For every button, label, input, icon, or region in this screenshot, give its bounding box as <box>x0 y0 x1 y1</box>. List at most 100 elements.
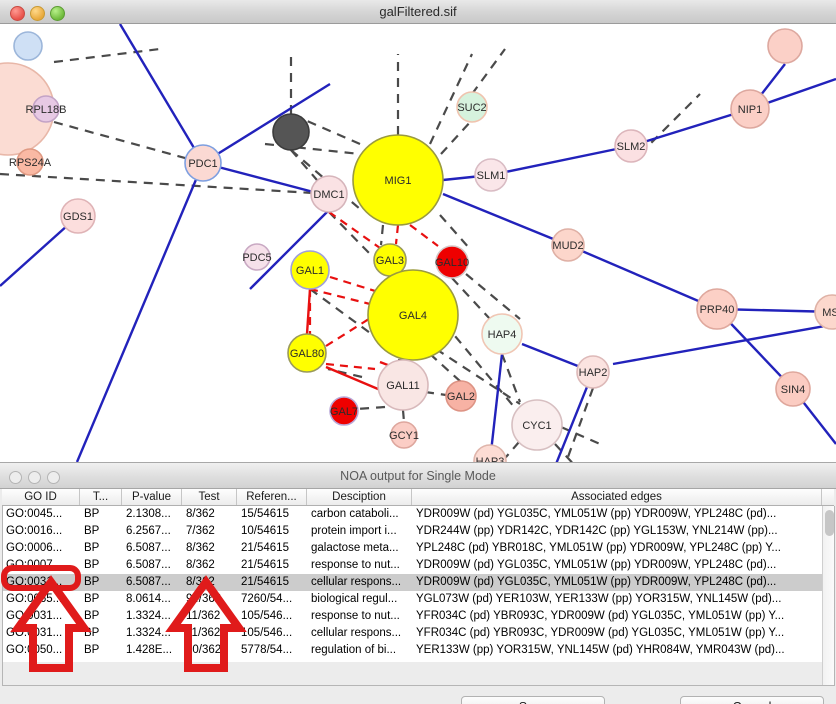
edge-dashed[interactable] <box>290 112 361 146</box>
edge-blue[interactable] <box>249 198 341 290</box>
table-body[interactable]: GO:0045... BP 2.1308... 8/362 15/54615 carbon… <box>2 506 823 662</box>
node-circle-HAP4[interactable] <box>481 313 523 355</box>
column-header-type[interactable]: T... <box>80 489 122 505</box>
node-circle-GCY1[interactable] <box>390 421 418 449</box>
edge-dashed[interactable] <box>560 425 601 446</box>
node-circle-MIG1[interactable] <box>352 134 444 226</box>
node-circle-DMC1[interactable] <box>310 175 348 213</box>
node-circle-MSI[interactable] <box>814 294 836 330</box>
edge-blue[interactable] <box>118 24 205 164</box>
graph-node[interactable]: SUC2 <box>456 91 488 123</box>
edge-dashed[interactable] <box>440 119 473 155</box>
node-circle-GAL10[interactable] <box>435 245 469 279</box>
edge-blue[interactable] <box>490 144 632 177</box>
edge-dashed[interactable] <box>439 214 471 250</box>
node-circle-cut-top-right[interactable] <box>767 28 803 64</box>
edge-blue[interactable] <box>442 192 569 247</box>
edge-dashed[interactable] <box>500 353 522 403</box>
graph-node[interactable]: PRP40 <box>696 288 738 330</box>
edge-dashed[interactable] <box>0 172 330 196</box>
column-header-test[interactable]: Test <box>182 489 237 505</box>
node-circle-GAL1[interactable] <box>290 250 330 290</box>
edge-dashed[interactable] <box>53 120 204 165</box>
network-graph-svg[interactable]: RPL18B RPS24A GDS1 PDC1 PDC5 DMC1 MIG1 SUC2 SLM1… <box>0 24 836 462</box>
edge-dashed[interactable] <box>424 390 447 397</box>
edge-red-dashed[interactable] <box>325 311 381 347</box>
node-circle-GAL80[interactable] <box>287 333 327 373</box>
results-table[interactable]: GO ID T... P-value Test Referen... Desciption… <box>2 489 835 704</box>
graph-node[interactable]: HAP4 <box>481 313 523 355</box>
column-header-edges[interactable]: Associated edges <box>412 489 822 505</box>
noa-close-button[interactable] <box>9 471 22 484</box>
edge-blue[interactable] <box>202 82 331 165</box>
edge-red-dashed[interactable] <box>325 362 376 371</box>
edge-dashed[interactable] <box>327 367 363 379</box>
graph-node[interactable]: HAP2 <box>576 355 610 389</box>
table-row[interactable]: GO:0045... BP 2.1308... 8/362 15/54615 carbon… <box>2 506 822 523</box>
graph-node[interactable]: PDC1 <box>184 144 222 182</box>
node-circle-MUD2[interactable] <box>551 228 585 262</box>
graph-node[interactable]: PDC5 <box>242 243 272 271</box>
node-circle-RPL18B[interactable] <box>32 95 60 123</box>
table-row[interactable]: GO:0007... BP 6.5087... 8/362 21/54615 respon… <box>2 557 822 574</box>
network-graph-canvas[interactable]: RPL18B RPS24A GDS1 PDC1 PDC5 DMC1 MIG1 SUC2 SLM1… <box>0 24 836 462</box>
node-circle-HAP2[interactable] <box>576 355 610 389</box>
edge-dashed[interactable] <box>429 353 462 383</box>
graph-node[interactable]: GAL11 <box>377 359 429 411</box>
scrollbar-thumb[interactable] <box>825 510 834 536</box>
graph-node[interactable]: GAL80 <box>287 333 327 373</box>
edge-dashed[interactable] <box>429 53 473 145</box>
node-circle-NIP1[interactable] <box>730 89 770 129</box>
node-circle-GAL2[interactable] <box>445 380 477 412</box>
table-row[interactable]: GO:0031... BP 1.3324... 11/362 105/546... res… <box>2 608 822 625</box>
graph-node[interactable]: RPL18B <box>26 95 67 123</box>
graph-node[interactable]: CYC1 <box>511 399 563 451</box>
edge-dashed[interactable] <box>471 48 506 95</box>
edge-blue[interactable] <box>75 162 205 462</box>
graph-node[interactable]: MIG1 <box>352 134 444 226</box>
edge-dashed[interactable] <box>401 409 406 423</box>
edge-red-solid[interactable] <box>325 365 386 394</box>
table-row[interactable]: GO:0050... BP 1.428E... 80/362 5778/54... reg… <box>2 642 822 659</box>
node-circle-HAP3[interactable] <box>473 444 507 462</box>
edge-dashed[interactable] <box>53 47 161 64</box>
cancel-button[interactable]: Cancel <box>680 696 824 704</box>
graph-node[interactable]: GAL1 <box>290 250 330 290</box>
minimize-button[interactable] <box>30 6 45 21</box>
column-header-desc[interactable]: Desciption <box>307 489 412 505</box>
table-row[interactable]: GO:0031... BP 1.3324... 11/362 105/546... cel… <box>2 625 822 642</box>
save-button[interactable]: Save <box>461 696 605 704</box>
column-header-ref[interactable]: Referen... <box>237 489 307 505</box>
node-circle-SIN4[interactable] <box>775 371 811 407</box>
table-row[interactable]: GO:0006... BP 6.5087... 8/362 21/54615 galact… <box>2 540 822 557</box>
graph-node[interactable]: RPS24A <box>9 148 52 176</box>
column-header-pvalue[interactable]: P-value <box>122 489 182 505</box>
edge-blue[interactable] <box>488 353 504 462</box>
maximize-button[interactable] <box>50 6 65 21</box>
graph-node[interactable]: GAL10 <box>435 245 469 279</box>
graph-node[interactable]: GDS1 <box>60 198 96 234</box>
graph-node[interactable] <box>13 31 43 61</box>
node-circle-GAL4[interactable] <box>367 269 459 361</box>
edge-dashed[interactable] <box>465 273 521 320</box>
graph-node[interactable]: DMC1 <box>310 175 348 213</box>
node-circle-SLM1[interactable] <box>474 158 508 192</box>
node-circle-GAL7[interactable] <box>329 396 359 426</box>
edge-red-dashed[interactable] <box>409 224 439 247</box>
vertical-scrollbar[interactable] <box>822 506 834 685</box>
column-header-go_id[interactable]: GO ID <box>2 489 80 505</box>
node-circle-CYC1[interactable] <box>511 399 563 451</box>
edge-red-dashed[interactable] <box>394 224 400 245</box>
edge-dashed[interactable] <box>379 224 385 246</box>
edge-blue[interactable] <box>550 371 595 462</box>
node-circle-PRP40[interactable] <box>696 288 738 330</box>
edge-red-dashed[interactable] <box>309 287 371 306</box>
table-row[interactable]: GO:0031... BP 6.5087... 8/362 21/54615 cellul… <box>2 574 822 591</box>
edge-blue[interactable] <box>612 322 836 366</box>
graph-node[interactable]: GAL2 <box>445 380 477 412</box>
node-circle-GDS1[interactable] <box>60 198 96 234</box>
node-circle-PDC5[interactable] <box>243 243 271 271</box>
edge-dashed[interactable] <box>435 348 521 405</box>
graph-node[interactable]: MSI <box>814 294 836 330</box>
close-button[interactable] <box>10 6 25 21</box>
